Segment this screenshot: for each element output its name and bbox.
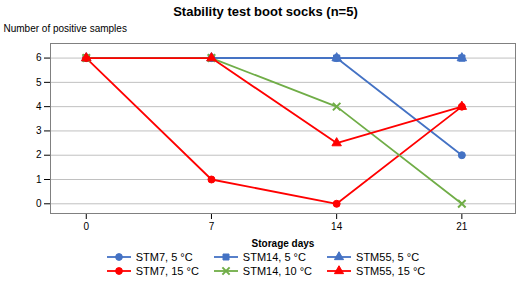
svg-text:3: 3 [36, 125, 42, 136]
html-text:STM14, 10 °C: STM14, 10 °C [242, 265, 312, 277]
html-text:Stability test boot socks (n=5: Stability test boot socks (n=5) [173, 4, 358, 19]
svg-text:2: 2 [36, 149, 42, 160]
svg-text:0: 0 [83, 221, 89, 232]
html-text:STM55, 5 °C: STM55, 5 °C [356, 251, 420, 263]
svg-text:14: 14 [331, 221, 343, 232]
svg-text:0: 0 [36, 198, 42, 209]
svg-text:21: 21 [456, 221, 468, 232]
svg-text:Storage days: Storage days [252, 238, 315, 249]
svg-text:5: 5 [36, 77, 42, 88]
html-text:STM7, 5 °C: STM7, 5 °C [135, 251, 193, 263]
svg-text:7: 7 [209, 221, 215, 232]
svg-text:4: 4 [36, 101, 42, 112]
svg-text:6: 6 [36, 52, 42, 63]
html-text:STM7, 15 °C: STM7, 15 °C [135, 265, 199, 277]
html-text:STM14, 5 °C: STM14, 5 °C [242, 251, 306, 263]
svg-text:1: 1 [36, 174, 42, 185]
svg-text:Number of positive samples: Number of positive samples [4, 23, 127, 34]
html-text:STM55, 15 °C: STM55, 15 °C [356, 265, 426, 277]
